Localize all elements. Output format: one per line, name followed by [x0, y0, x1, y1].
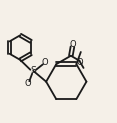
- Text: O: O: [41, 58, 48, 67]
- Text: O: O: [77, 58, 83, 67]
- Text: O: O: [70, 40, 76, 49]
- Text: O: O: [24, 79, 31, 88]
- Text: S: S: [30, 66, 36, 75]
